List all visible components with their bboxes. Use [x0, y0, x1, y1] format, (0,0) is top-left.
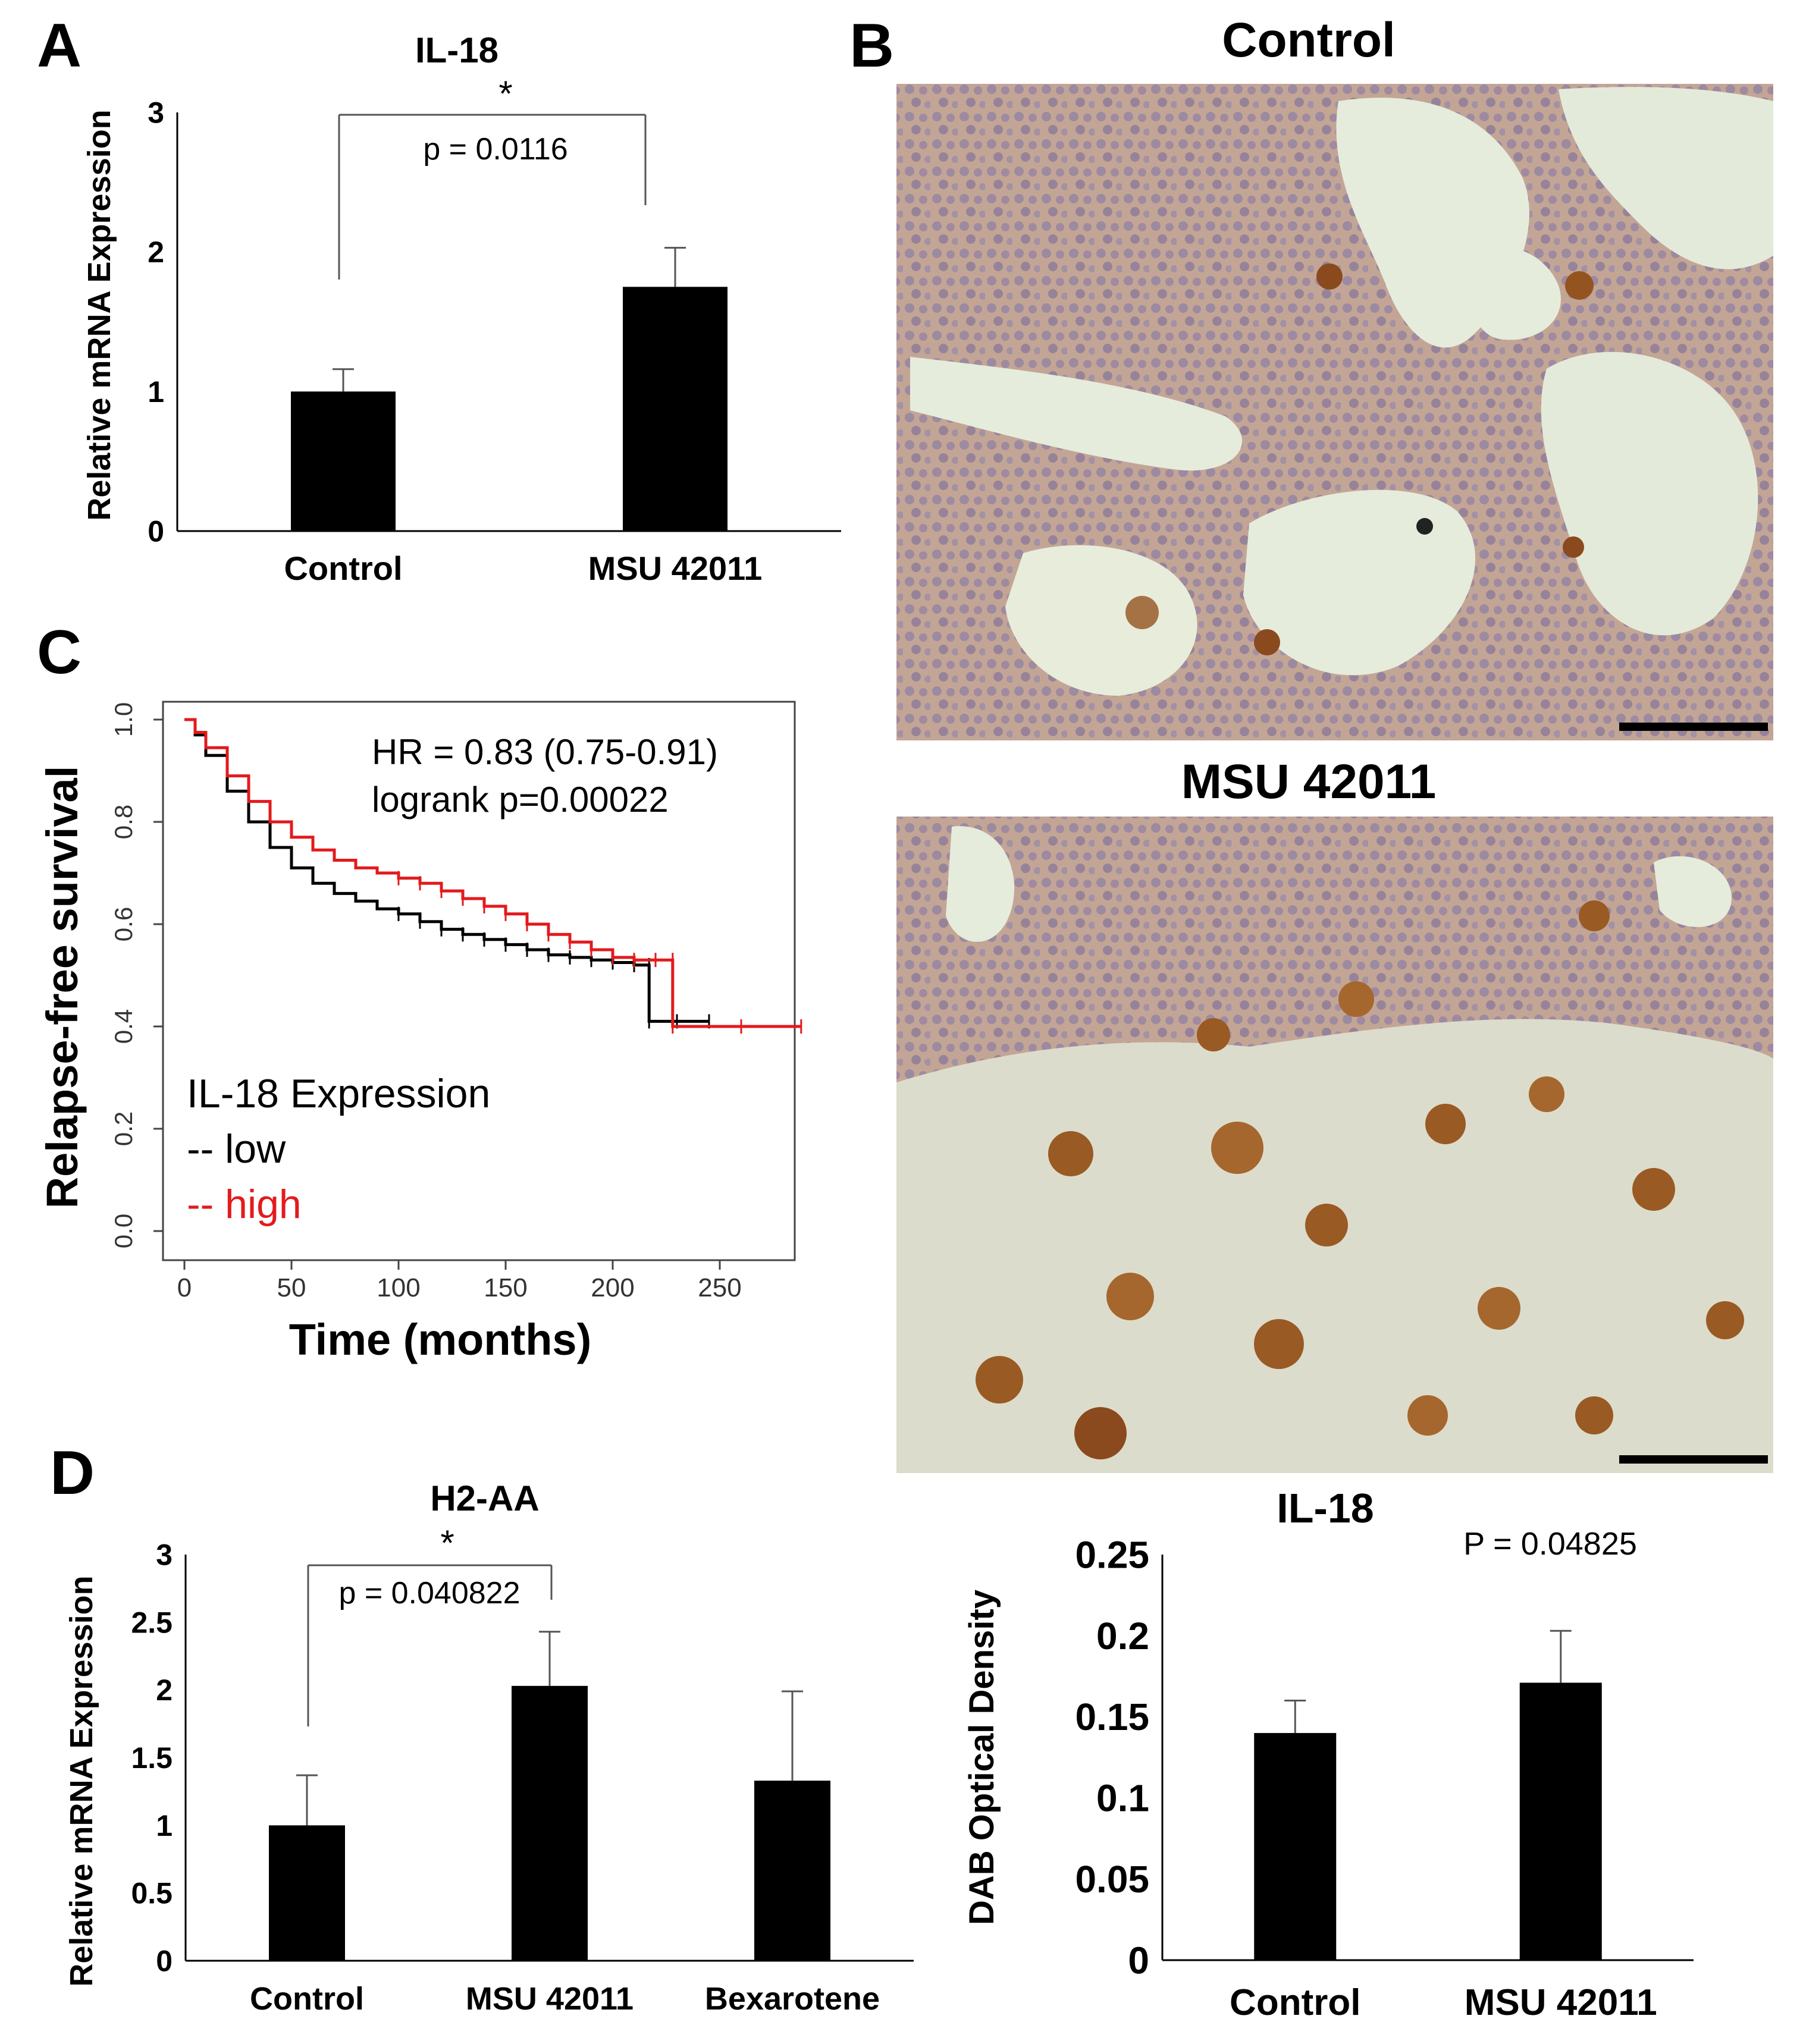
bq-ytick-label: 0.05 — [1075, 1858, 1149, 1901]
d-ytick-label: 2.5 — [131, 1606, 173, 1639]
panel-letter-a: A — [37, 11, 81, 80]
bq-bar — [1254, 1733, 1337, 1960]
panel-d-significance-bracket — [307, 1564, 553, 1726]
bq-ytick-label: 0.25 — [1075, 1533, 1149, 1576]
bq-ytick-label: 0 — [1128, 1939, 1149, 1982]
panel-d-ylabel: Relative mRNA Expression — [64, 1575, 99, 1986]
micrograph-control-title: Control — [1222, 13, 1395, 67]
micrograph-msu-image — [896, 817, 1773, 1473]
c-ytick-label: 0.2 — [109, 1112, 137, 1146]
c-ytick-label: 0.0 — [109, 1214, 137, 1248]
d-ytick-label: 1 — [156, 1809, 173, 1842]
panel-d-chart: H2-AA Relative mRNA Expression 0 0.5 1 1.5 2… — [64, 1478, 914, 2017]
a-ytick-label: 3 — [148, 96, 164, 130]
bq-ytick-label: 0.15 — [1075, 1696, 1149, 1738]
c-ytick-label: 0.6 — [109, 907, 137, 941]
panel-c-chart: Relapse-free survival Time (months) 0.0 0… — [37, 701, 802, 1364]
panel-d-title: H2-AA — [430, 1478, 539, 1518]
c-ytick-label: 0.8 — [109, 805, 137, 839]
panel-c-legend-high: -- high — [187, 1182, 302, 1227]
a-ytick-label: 2 — [148, 236, 164, 269]
panel-d-pvalue: p = 0.040822 — [338, 1576, 520, 1610]
c-curve-high — [184, 718, 801, 1028]
bq-bar — [1519, 1682, 1602, 1960]
panel-b-micrographs: Control MSU 42011 — [896, 13, 1773, 1473]
d-ytick-label: 2 — [156, 1673, 173, 1707]
a-category-label: Control — [284, 550, 402, 587]
c-ytick-label: 1.0 — [109, 702, 137, 737]
panel-b-quant-ylabel: DAB Optical Density — [962, 1590, 1001, 1925]
panel-a-ylabel: Relative mRNA Expression — [81, 109, 117, 520]
d-ytick-label: 3 — [156, 1539, 173, 1572]
panel-d-star: * — [440, 1523, 454, 1563]
panel-c-ylabel: Relapse-free survival — [37, 766, 87, 1209]
panel-letter-d: D — [50, 1439, 95, 1508]
c-ytick-label: 0.4 — [109, 1009, 137, 1044]
micrograph-msu-title: MSU 42011 — [1181, 755, 1437, 809]
panel-a-title: IL-18 — [415, 30, 498, 70]
c-xtick-label: 0 — [177, 1273, 192, 1302]
panel-b-quant-pvalue: P = 0.04825 — [1463, 1526, 1637, 1562]
panel-a-pvalue: p = 0.0116 — [423, 132, 567, 167]
c-xtick-label: 200 — [591, 1273, 634, 1302]
bq-category-label: Control — [1230, 1982, 1360, 2023]
panel-b-quant-title: IL-18 — [1277, 1485, 1374, 1531]
bq-ytick-label: 0.2 — [1096, 1615, 1149, 1657]
d-category-label: Bexarotene — [705, 1981, 880, 2017]
panel-a-chart: IL-18 Relative mRNA Expression 0 1 2 3 Cont… — [81, 30, 841, 587]
bq-ytick-label: 0.1 — [1096, 1777, 1149, 1820]
panel-a-star: * — [498, 74, 512, 114]
d-ytick-label: 0.5 — [131, 1877, 173, 1910]
c-xtick-label: 100 — [377, 1273, 420, 1302]
panel-c-xlabel: Time (months) — [289, 1315, 591, 1364]
a-ytick-label: 0 — [148, 515, 164, 548]
d-bar — [269, 1825, 345, 1961]
c-xtick-label: 50 — [277, 1273, 306, 1302]
micrograph-control-image — [896, 84, 1773, 740]
d-category-label: Control — [250, 1981, 364, 2017]
d-bar — [512, 1685, 588, 1961]
panel-c-legend-low: -- low — [187, 1126, 286, 1172]
d-ytick-label: 0 — [156, 1945, 173, 1978]
a-bar — [291, 391, 396, 531]
a-ytick-label: 1 — [148, 375, 164, 409]
panel-c-plot-frame — [162, 701, 796, 1261]
a-category-label: MSU 42011 — [588, 550, 763, 587]
panel-a-significance-bracket — [338, 114, 647, 280]
a-bar — [623, 287, 728, 531]
c-xtick-label: 250 — [698, 1273, 741, 1302]
d-bar — [754, 1781, 830, 1961]
bq-category-label: MSU 42011 — [1465, 1982, 1657, 2023]
d-ytick-label: 1.5 — [131, 1741, 173, 1775]
panel-c-hr-text: HR = 0.83 (0.75-0.91) — [372, 732, 718, 772]
panel-c-logrank-text: logrank p=0.00022 — [372, 780, 669, 820]
panel-c-legend-title: IL-18 Expression — [187, 1071, 490, 1116]
panel-b-quant-chart: IL-18 DAB Optical Density 0 0.05 0.1 0.15 0.… — [962, 1485, 1694, 2023]
panel-letter-b: B — [849, 11, 894, 80]
c-xtick-label: 150 — [484, 1273, 527, 1302]
panel-letter-c: C — [37, 618, 81, 687]
d-category-label: MSU 42011 — [466, 1981, 634, 2017]
